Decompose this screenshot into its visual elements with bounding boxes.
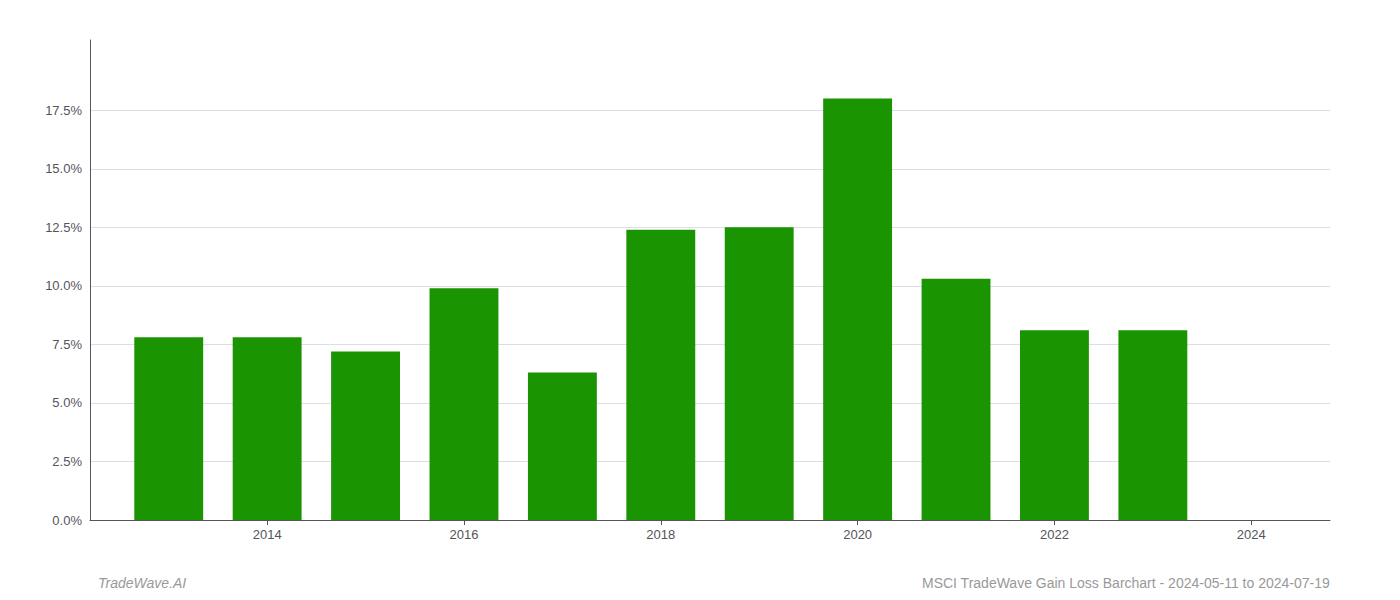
- svg-text:2024: 2024: [1237, 527, 1266, 542]
- svg-text:15.0%: 15.0%: [45, 161, 82, 176]
- svg-text:2.5%: 2.5%: [52, 454, 82, 469]
- svg-text:2016: 2016: [450, 527, 479, 542]
- svg-text:MSCI TradeWave Gain Loss Barch: MSCI TradeWave Gain Loss Barchart - 2024…: [922, 575, 1330, 591]
- svg-text:0.0%: 0.0%: [52, 513, 82, 528]
- svg-text:7.5%: 7.5%: [52, 337, 82, 352]
- svg-text:2018: 2018: [646, 527, 675, 542]
- svg-text:12.5%: 12.5%: [45, 220, 82, 235]
- svg-text:2022: 2022: [1040, 527, 1069, 542]
- svg-text:2020: 2020: [843, 527, 872, 542]
- svg-text:5.0%: 5.0%: [52, 395, 82, 410]
- svg-text:TradeWave.AI: TradeWave.AI: [98, 575, 186, 591]
- svg-text:17.5%: 17.5%: [45, 103, 82, 118]
- svg-text:10.0%: 10.0%: [45, 278, 82, 293]
- svg-text:2014: 2014: [253, 527, 282, 542]
